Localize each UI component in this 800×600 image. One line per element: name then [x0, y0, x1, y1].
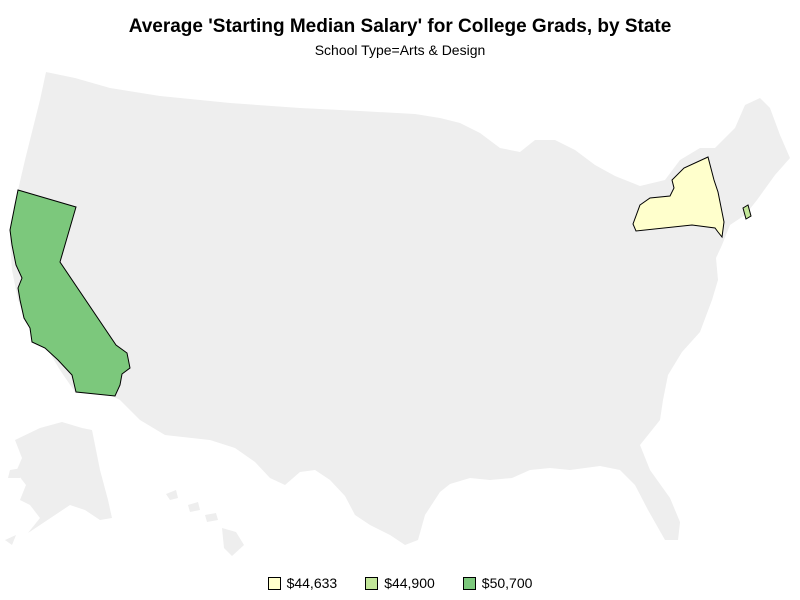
alaska-shape: [15, 422, 112, 533]
map-title: Average 'Starting Median Salary' for Col…: [128, 16, 672, 37]
map-legend: $44,633 $44,900 $50,700: [0, 575, 800, 591]
legend-label: $44,633: [286, 575, 338, 591]
hawaii-shape: [166, 490, 244, 556]
legend-label: $50,700: [481, 575, 533, 591]
state-rhode-island[interactable]: [742, 204, 752, 220]
legend-item: $44,633: [267, 575, 338, 591]
state-new-york[interactable]: [632, 156, 725, 239]
legend-label: $44,900: [384, 575, 435, 591]
legend-swatch: [462, 576, 476, 590]
alaska-islands: [5, 468, 22, 545]
contiguous-us-shape: [10, 72, 790, 545]
legend-swatch: [365, 576, 379, 590]
legend-item: $44,900: [365, 575, 435, 591]
legend-swatch: [267, 576, 281, 590]
map-subtitle: School Type=Arts & Design: [314, 42, 486, 58]
legend-item: $50,700: [462, 575, 533, 591]
state-california[interactable]: [9, 189, 131, 397]
